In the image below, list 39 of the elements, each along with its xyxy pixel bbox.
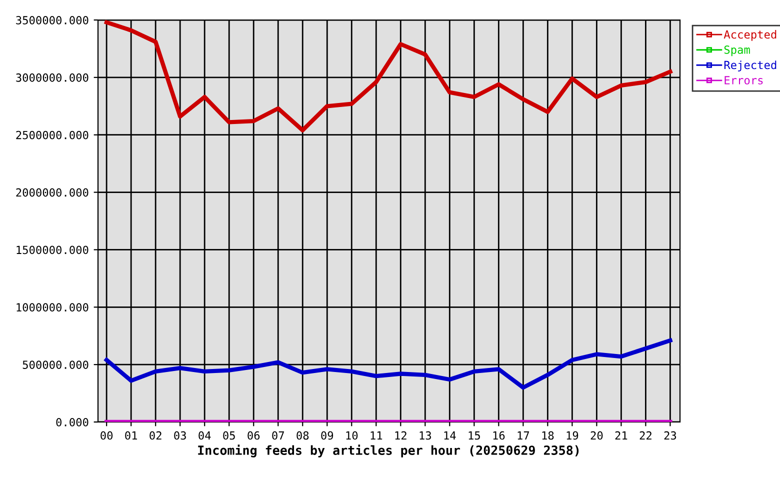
x-tick-label: 00 <box>100 431 113 440</box>
x-tick-label: 17 <box>518 431 530 440</box>
x-tick-label: 07 <box>272 431 284 440</box>
y-tick-label: 1000000.000 <box>16 303 88 312</box>
y-tick-label: 2500000.000 <box>16 130 88 140</box>
y-tick-label: 3000000.000 <box>16 73 88 82</box>
x-tick-label: 08 <box>296 431 309 440</box>
x-tick-label: 11 <box>370 431 382 440</box>
y-tick-label: 3500000.000 <box>16 16 88 24</box>
x-tick-label: 10 <box>346 431 358 440</box>
x-tick-label: 14 <box>444 431 456 440</box>
x-tick-label: 13 <box>420 431 431 440</box>
x-tick-label: 15 <box>468 431 480 440</box>
x-tick-label: 18 <box>542 431 554 440</box>
x-tick-label: 23 <box>664 431 676 440</box>
x-tick-label: 01 <box>125 431 138 440</box>
x-tick-label: 03 <box>174 431 186 440</box>
legend-label: Accepted <box>724 30 776 41</box>
line-series <box>104 338 672 390</box>
x-tick-label: 22 <box>640 431 652 440</box>
legend-label: Spam <box>724 46 750 56</box>
x-axis-title: Incoming feeds by articles per hour (20250629 2358) <box>198 444 579 458</box>
y-tick-label: 500000.000 <box>22 360 88 369</box>
x-tick-label: 19 <box>566 431 578 440</box>
x-tick-label: 06 <box>248 431 260 440</box>
x-tick-label: 12 <box>395 431 406 440</box>
x-tick-label: 09 <box>321 431 334 440</box>
y-tick-label: 0.000 <box>56 418 88 426</box>
x-tick-label: 02 <box>150 431 162 440</box>
line-series <box>104 20 672 132</box>
x-tick-label: 20 <box>590 431 603 440</box>
legend-label: Rejected <box>724 60 776 72</box>
legend-label: Errors <box>724 76 763 84</box>
y-tick-label: 2000000.000 <box>16 188 88 197</box>
y-tick-label: 1500000.000 <box>16 246 88 254</box>
x-tick-label: 16 <box>493 431 505 440</box>
x-tick-label: 05 <box>223 431 235 440</box>
x-tick-label: 04 <box>198 431 211 440</box>
x-tick-label: 21 <box>615 431 628 440</box>
